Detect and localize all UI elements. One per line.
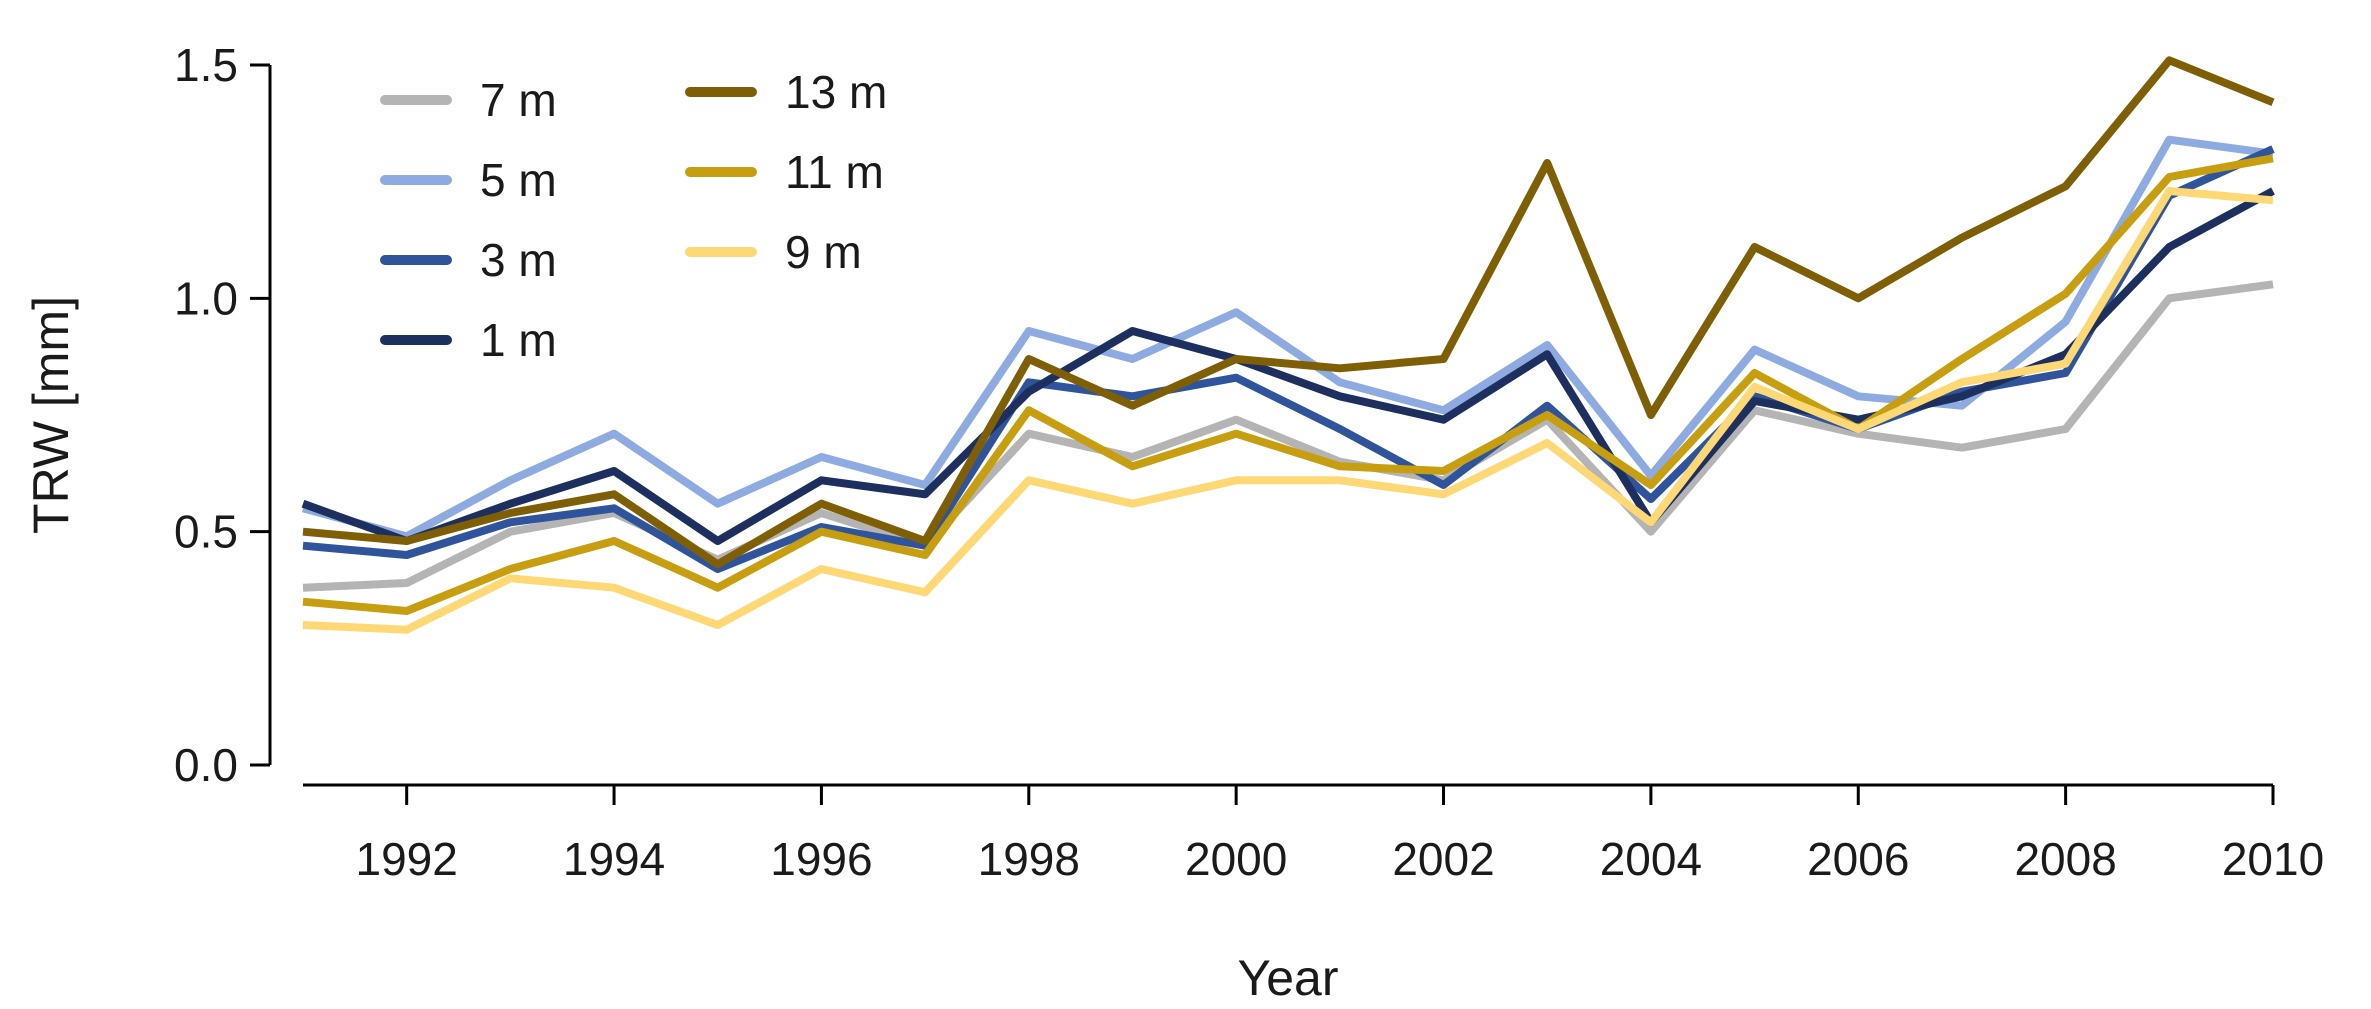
y-axis-title: TRW [mm] [23,296,79,534]
x-axis-title: Year [1237,950,1338,1006]
legend-item-5m: 5 m [380,154,557,206]
legend-label: 5 m [480,154,557,206]
legend: 7 m 5 m 3 m 1 m 13 m 11 m 9 m [380,66,887,366]
legend-label: 11 m [785,146,884,198]
x-tick-label: 2006 [1807,833,1909,885]
series-line-11m [302,154,2274,615]
series-line-3m [302,145,2275,573]
y-tick-label: 0.0 [174,739,238,791]
legend-label: 9 m [785,226,862,278]
x-tick-label: 1992 [356,833,458,885]
legend-item-3m: 3 m [380,234,557,286]
x-tick-label: 2002 [1392,833,1494,885]
x-tick-label: 2000 [1185,833,1287,885]
legend-item-7m: 7 m [380,74,557,126]
legend-item-11m: 11 m [685,146,884,198]
x-tick-label: 1996 [770,833,872,885]
x-tick-label: 2004 [1600,833,1702,885]
legend-label: 1 m [480,314,557,366]
legend-label: 3 m [480,234,557,286]
legend-item-1m: 1 m [380,314,557,366]
x-tick-label: 2008 [2014,833,2116,885]
legend-item-9m: 9 m [685,226,862,278]
legend-item-13m: 13 m [685,66,887,118]
x-tick-label: 2010 [2222,833,2324,885]
x-tick-label: 1998 [978,833,1080,885]
axes: 0.0 0.5 1.0 1.5 1992 1994 1996 1998 2000 2002 200… [174,39,2324,885]
x-tick-label: 1994 [563,833,665,885]
y-tick-label: 1.0 [174,272,238,324]
x-ticks: 1992 1994 1996 1998 2000 2002 2004 2006 2008 2010 [356,785,2324,885]
series-line-1m [301,187,2275,545]
series-line-9m [302,187,2274,634]
plot-lines [301,56,2275,634]
y-tick-label: 1.5 [174,39,238,91]
y-ticks: 0.0 0.5 1.0 1.5 [174,39,270,791]
series-line-13m [302,56,2275,569]
legend-label: 13 m [785,66,887,118]
y-tick-label: 0.5 [174,506,238,558]
legend-label: 7 m [480,74,557,126]
